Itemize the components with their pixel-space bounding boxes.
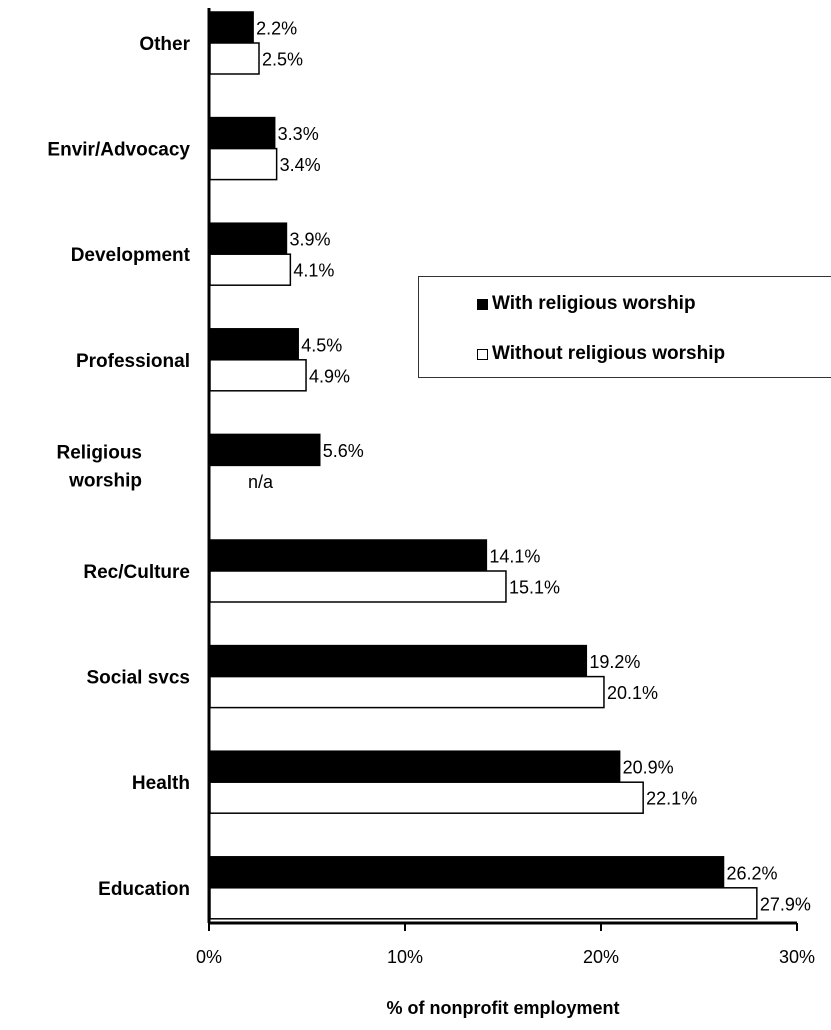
legend-label: Without religious worship <box>492 343 726 364</box>
bar-value-label: 4.1% <box>293 261 334 281</box>
legend: With religious worship Without religious… <box>418 276 831 378</box>
bar-without-worship <box>209 359 307 392</box>
bar-value-label: 3.3% <box>278 124 319 144</box>
bar-value-label: 3.9% <box>289 230 330 250</box>
x-axis-title: % of nonprofit employment <box>387 998 620 1018</box>
legend-swatch-filled <box>477 298 488 310</box>
bar-value-label: 19.2% <box>589 652 640 672</box>
x-tick-label: 0% <box>196 947 222 967</box>
bar-with-worship <box>209 116 276 150</box>
legend-item-without-religious-worship: Without religious worship <box>477 343 725 365</box>
category-label: Development <box>71 245 191 266</box>
bar-value-label: 4.9% <box>309 366 350 386</box>
bar-with-worship <box>209 856 725 889</box>
bar-value-label: 4.5% <box>301 335 342 355</box>
bar-value-label: 14.1% <box>489 547 540 567</box>
legend-item-with-religious-worship: With religious worship <box>477 293 696 315</box>
bar-without-worship <box>209 887 758 920</box>
bar-with-worship <box>209 328 299 361</box>
category-label: Professional <box>76 351 190 372</box>
bar-value-label: 20.1% <box>607 683 658 703</box>
legend-label: With religious worship <box>492 293 696 314</box>
bar-with-worship <box>209 644 588 678</box>
x-tick-label: 20% <box>583 947 619 967</box>
bar-value-label: 22.1% <box>646 789 697 809</box>
x-tick-label: 10% <box>387 947 423 967</box>
bar-with-worship <box>209 750 621 783</box>
bar-value-label: 5.6% <box>323 441 364 461</box>
bar-with-worship <box>209 539 488 572</box>
bar-value-label: 2.5% <box>262 50 303 70</box>
bar-value-label: n/a <box>248 472 274 492</box>
bar-without-worship <box>209 570 507 603</box>
bar-value-label: 26.2% <box>727 863 778 883</box>
bar-value-label: 27.9% <box>760 894 811 914</box>
category-label: Religious worship <box>56 442 142 491</box>
bar-without-worship <box>209 42 260 75</box>
bar-without-worship <box>209 675 605 709</box>
category-label: Other <box>139 34 190 55</box>
bar-without-worship <box>209 147 278 181</box>
legend-swatch-empty <box>477 348 488 360</box>
bar-value-label: 2.2% <box>256 19 297 39</box>
bar-with-worship <box>209 222 288 255</box>
category-label: Health <box>132 773 190 794</box>
bar-value-label: 15.1% <box>509 578 560 598</box>
category-label: Envir/Advocacy <box>47 140 190 161</box>
x-tick-label: 30% <box>779 947 815 967</box>
category-label: Social svcs <box>86 668 190 689</box>
bar-with-worship <box>209 11 254 44</box>
bar-without-worship <box>209 781 644 814</box>
bar-with-worship <box>209 433 321 467</box>
bar-without-worship <box>209 253 292 286</box>
bar-value-label: 20.9% <box>623 758 674 778</box>
category-label: Education <box>98 879 190 900</box>
category-label: Rec/Culture <box>83 562 190 583</box>
bar-value-label: 3.4% <box>280 155 321 175</box>
